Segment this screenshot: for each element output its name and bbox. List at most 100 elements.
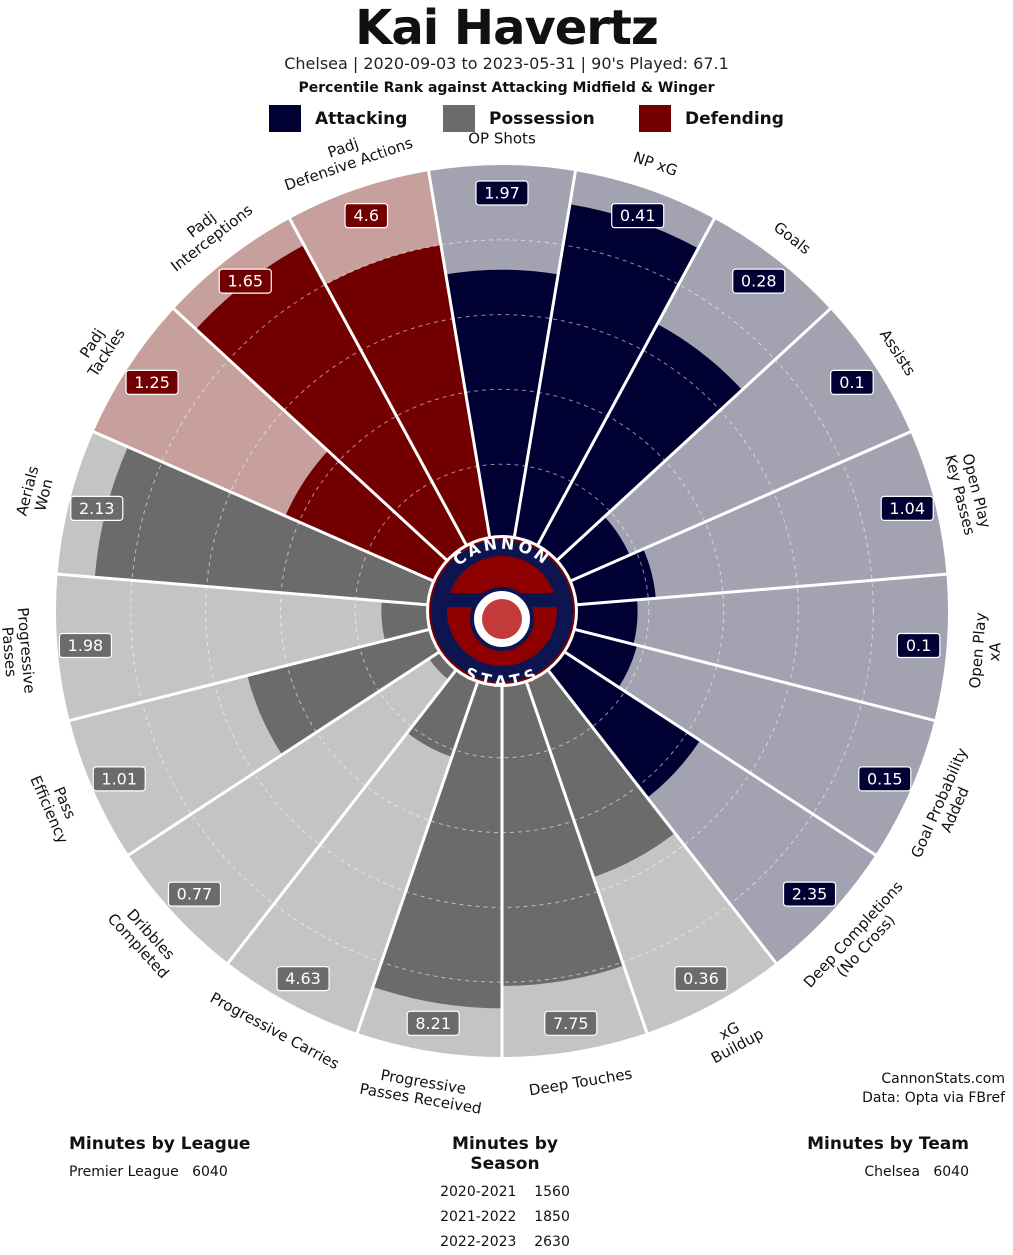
data-label-box: [544, 1010, 598, 1036]
bar-progressive-passes-received: [372, 679, 502, 1009]
category-label-goals: Goals: [770, 218, 814, 258]
category-label-np-xg: NP xG: [631, 148, 680, 180]
page-title: Kai Havertz: [355, 0, 659, 56]
data-label-op-shots: 1.97: [475, 180, 529, 206]
legend-item-defending: Defending: [639, 105, 784, 132]
separator-line: [571, 627, 937, 723]
category-label-line: xA: [985, 641, 1005, 662]
background-open-play-key-passes: [567, 431, 947, 606]
data-label-progressive-passes: 1.98: [58, 632, 113, 659]
bar-dribbles-completed: [429, 650, 458, 680]
bars: [94, 204, 743, 1009]
data-label-text: 0.41: [620, 206, 656, 225]
data-label-box: [58, 632, 113, 659]
separator-line: [561, 649, 878, 858]
minutes-by-season: Minutes by Season 2020-2021 1560 2021-20…: [419, 1134, 591, 1255]
data-label-text: 1.97: [484, 184, 520, 203]
minutes-season-label: 2021-2022: [440, 1209, 517, 1225]
bar-aerials-won: [94, 446, 437, 606]
separator-line: [225, 666, 459, 966]
separator-line: [545, 666, 779, 966]
background-assists: [554, 308, 911, 583]
credit-source: Data: Opta via FBref: [862, 1090, 1005, 1106]
bar-op-shots: [445, 269, 559, 540]
data-label-text: 1.01: [101, 769, 137, 788]
bar-progressive-carries: [407, 667, 479, 757]
background-open-play-xa: [571, 574, 948, 721]
data-label-padj-interceptions: 1.65: [218, 268, 272, 294]
category-label-line: Goals: [770, 218, 814, 258]
separator-line: [426, 168, 492, 541]
data-label-box: [880, 495, 934, 521]
minutes-team-name: Chelsea: [864, 1164, 920, 1180]
data-label-box: [92, 766, 146, 792]
separator-line: [512, 168, 578, 541]
minutes-season-row: 2020-2021 1560: [419, 1180, 591, 1205]
separator-line: [126, 649, 443, 858]
data-label-aerials-won: 2.13: [70, 495, 124, 521]
category-label-deep-touches: Deep Touches: [528, 1064, 634, 1099]
bar-padj-tackles: [285, 450, 450, 583]
bar-pass-efficiency: [247, 628, 442, 755]
separator-line: [287, 216, 470, 549]
data-label-open-play-key-passes: 1.04: [880, 495, 934, 521]
minutes-season-row: 2021-2022 1850: [419, 1205, 591, 1230]
legend-swatch-defending: [639, 105, 671, 132]
minutes-league-value: 6040: [192, 1164, 228, 1180]
minutes-season-value: 1560: [534, 1184, 570, 1200]
separator-line: [355, 678, 481, 1036]
data-label-box: [858, 766, 912, 792]
data-label-padj-tackles: 1.25: [125, 369, 179, 395]
data-label-box: [732, 268, 786, 294]
bar-padj-defensive-actions: [325, 244, 491, 548]
minutes-season-value: 2630: [534, 1234, 570, 1250]
minutes-by-team: Minutes by Team Chelsea 6040: [807, 1134, 969, 1185]
separator-line: [553, 306, 833, 564]
data-label-xg-buildup: 0.36: [674, 966, 728, 992]
data-label-text: 1.04: [889, 499, 925, 518]
data-label-box: [830, 369, 874, 395]
bar-deep-touches: [502, 679, 624, 986]
category-label-line: Deep Touches: [528, 1064, 634, 1099]
data-label-progressive-passes-received: 8.21: [406, 1010, 460, 1036]
bar-deep-completions-no-cross: [546, 650, 701, 798]
minutes-season-title: Minutes by Season: [452, 1134, 558, 1174]
data-label-box: [611, 203, 665, 229]
bar-open-play-key-passes: [567, 549, 656, 606]
bar-np-xg: [513, 204, 699, 548]
separator-line: [573, 572, 949, 607]
comparison-note: Percentile Rank against Attacking Midfie…: [298, 80, 715, 96]
bar-goals: [536, 324, 743, 563]
data-label-box: [674, 966, 728, 992]
data-label-text: 7.75: [553, 1014, 589, 1033]
data-label-progressive-carries: 4.63: [276, 966, 330, 992]
data-label-text: 0.1: [839, 373, 864, 392]
separator-line: [91, 429, 437, 584]
minutes-team-title: Minutes by Team: [807, 1134, 969, 1154]
data-label-text: 4.6: [354, 206, 379, 225]
legend-swatch-possession: [443, 105, 475, 132]
separator-line: [523, 678, 649, 1036]
minutes-by-league: Minutes by League Premier League 6040: [69, 1134, 250, 1185]
data-label-box: [70, 495, 124, 521]
legend-label-defending: Defending: [685, 108, 784, 129]
legend-swatch-attacking: [269, 105, 301, 132]
data-label-box: [125, 369, 179, 395]
category-label-line: Assists: [876, 326, 919, 379]
minutes-season-label: 2022-2023: [440, 1234, 517, 1250]
category-label-line: NP xG: [631, 148, 680, 180]
data-label-pass-efficiency: 1.01: [92, 766, 146, 792]
category-label-op-shots: OP Shots: [468, 130, 536, 148]
data-label-box: [167, 881, 222, 907]
data-label-dribbles-completed: 0.77: [167, 881, 222, 907]
data-label-box: [896, 632, 941, 659]
bar-goal-probability-added: [562, 628, 638, 688]
legend-item-attacking: Attacking: [269, 105, 407, 132]
bar-xg-buildup: [525, 667, 675, 878]
data-label-deep-completions-no-cross: 2.35: [782, 881, 837, 907]
